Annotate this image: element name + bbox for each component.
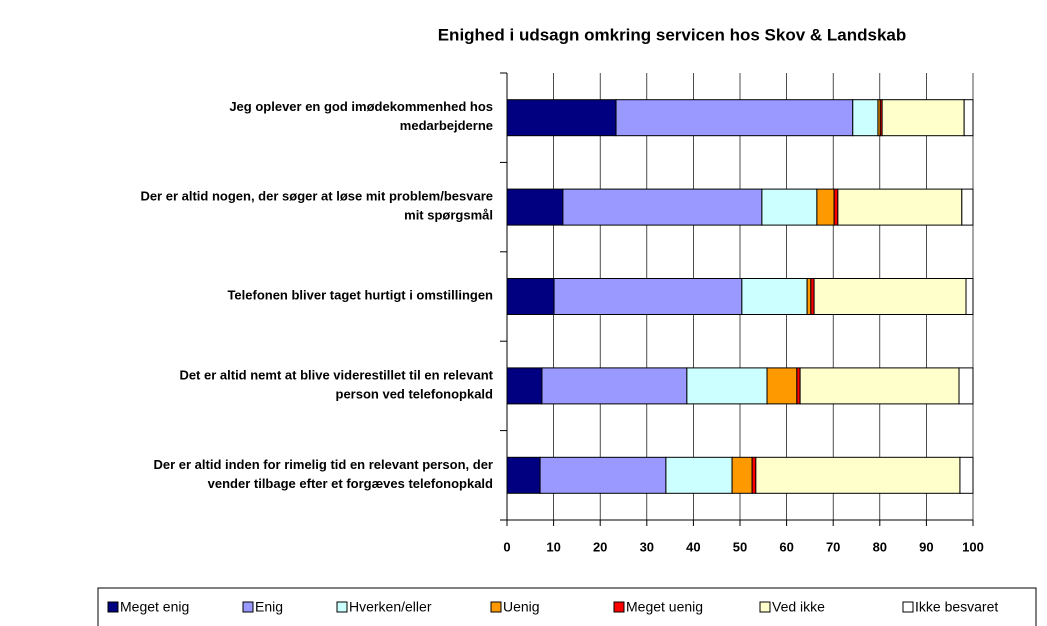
x-tick-label: 90 bbox=[919, 539, 933, 554]
category-line: medarbejderne bbox=[400, 119, 493, 134]
x-tick-label: 60 bbox=[779, 539, 793, 554]
bar-segment bbox=[961, 188, 974, 226]
legend-label: Uenig bbox=[503, 599, 540, 615]
x-tick-label: 50 bbox=[733, 539, 747, 554]
x-tick-label: 30 bbox=[640, 539, 654, 554]
bar-segment bbox=[761, 188, 818, 226]
bar-segment bbox=[965, 278, 974, 315]
bar-segment bbox=[852, 99, 879, 137]
category-label: Det er altid nemt at blive viderestillet… bbox=[179, 368, 493, 402]
legend-swatch bbox=[613, 601, 625, 613]
legend-swatch bbox=[242, 601, 254, 613]
category-line: mit spørgsmål bbox=[404, 208, 493, 223]
bar-segment bbox=[755, 456, 961, 494]
bar-segment bbox=[506, 278, 555, 315]
legend-swatch bbox=[107, 601, 119, 613]
bar-segment bbox=[731, 456, 753, 494]
bar-segment bbox=[833, 188, 839, 226]
legend-swatch bbox=[490, 601, 502, 613]
x-tick-label: 80 bbox=[873, 539, 887, 554]
x-tick-label: 100 bbox=[962, 539, 984, 554]
bar-segment bbox=[539, 456, 667, 494]
category-line: Det er altid nemt at blive viderestillet… bbox=[179, 368, 493, 383]
bar-segment bbox=[963, 99, 974, 137]
bar-segment bbox=[799, 367, 960, 405]
x-tick-label: 70 bbox=[826, 539, 840, 554]
legend-label: Ikke besvaret bbox=[915, 599, 998, 615]
legend-swatch bbox=[759, 601, 771, 613]
category-line: Telefonen bliver taget hurtigt i omstill… bbox=[227, 288, 493, 303]
bar-segment bbox=[665, 456, 733, 494]
bar-segment bbox=[506, 456, 541, 494]
bar-segment bbox=[751, 456, 757, 494]
bar-segment bbox=[506, 99, 617, 137]
bar-segment bbox=[837, 188, 963, 226]
x-tick-label: 40 bbox=[686, 539, 700, 554]
bar-segment bbox=[541, 367, 688, 405]
bar-segment bbox=[766, 367, 798, 405]
category-line: Jeg oplever en god imødekommenhed hos bbox=[229, 100, 493, 115]
bar-segment bbox=[813, 278, 967, 315]
bar-segment bbox=[741, 278, 808, 315]
bar-segment bbox=[615, 99, 854, 137]
bar-segment bbox=[562, 188, 763, 226]
bar-segment bbox=[881, 99, 965, 137]
category-line: Der er altid inden for rimelig tid en re… bbox=[153, 457, 493, 472]
legend-label: Meget enig bbox=[120, 599, 189, 615]
bar-segment bbox=[816, 188, 835, 226]
x-tick-label: 20 bbox=[593, 539, 607, 554]
legend-label: Hverken/eller bbox=[349, 599, 432, 615]
bar-segment bbox=[553, 278, 743, 315]
category-label: Der er altid inden for rimelig tid en re… bbox=[153, 457, 493, 491]
bar-segment bbox=[958, 367, 974, 405]
bar-segment bbox=[506, 367, 543, 405]
bar-segment bbox=[686, 367, 768, 405]
category-line: Der er altid nogen, der søger at løse mi… bbox=[140, 189, 493, 204]
category-label: Telefonen bliver taget hurtigt i omstill… bbox=[227, 288, 493, 303]
category-label: Der er altid nogen, der søger at løse mi… bbox=[140, 189, 493, 223]
bar-segment bbox=[806, 278, 812, 315]
legend-box bbox=[97, 587, 1037, 626]
chart-title: Enighed i udsagn omkring servicen hos Sk… bbox=[438, 25, 907, 44]
legend-label: Enig bbox=[255, 599, 283, 615]
category-label: Jeg oplever en god imødekommenhed hos med… bbox=[229, 100, 493, 134]
x-tick-label: 0 bbox=[503, 539, 510, 554]
bar-segment bbox=[506, 188, 564, 226]
legend-label: Meget uenig bbox=[626, 599, 703, 615]
legend-swatch bbox=[336, 601, 348, 613]
legend-swatch bbox=[902, 601, 914, 613]
category-line: person ved telefonopkald bbox=[336, 387, 494, 402]
legend-label: Ved ikke bbox=[772, 599, 825, 615]
category-line: vender tilbage efter et forgæves telefon… bbox=[208, 476, 493, 491]
bar-segment bbox=[959, 456, 974, 494]
x-tick-label: 10 bbox=[546, 539, 560, 554]
